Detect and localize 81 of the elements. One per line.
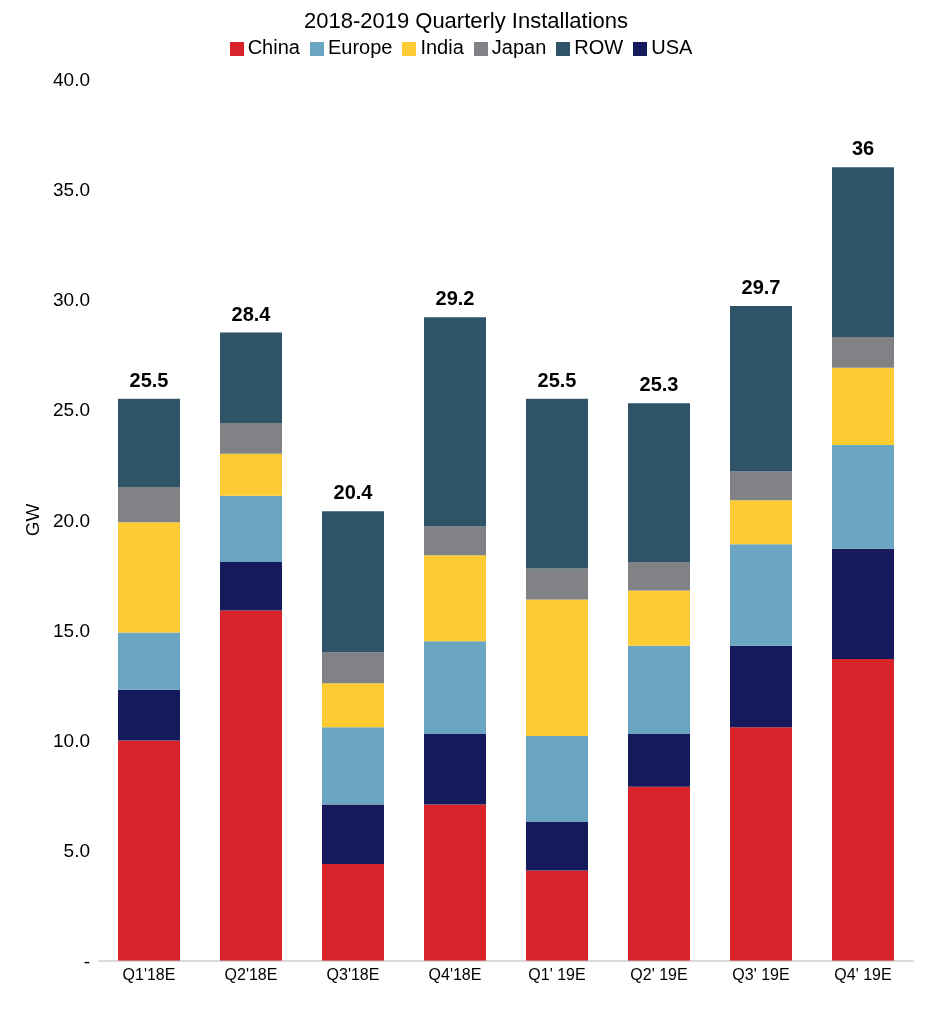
- bar: [832, 336, 894, 368]
- x-tick-label: Q3'18E: [326, 966, 380, 984]
- total-label: 28.4: [231, 302, 272, 325]
- bar: [526, 736, 588, 823]
- x-tick-label: Q4' 19E: [834, 966, 892, 984]
- legend-label: China: [247, 36, 300, 58]
- x-tick-label: Q2' 19E: [630, 966, 688, 984]
- bar: [220, 561, 282, 611]
- x-tick-label: Q4'18E: [428, 966, 482, 984]
- bar: [730, 471, 792, 501]
- bar: [424, 733, 486, 805]
- y-tick-label: 35.0: [53, 178, 90, 200]
- y-tick-label: 15.0: [53, 619, 90, 641]
- y-tick-label: 40.0: [53, 68, 90, 90]
- bar: [322, 683, 384, 728]
- bar: [832, 548, 894, 659]
- bar: [220, 453, 282, 496]
- total-label: 29.2: [435, 287, 475, 310]
- bar: [424, 804, 486, 961]
- bar: [322, 804, 384, 864]
- total-label: 20.4: [333, 481, 374, 504]
- bar: [526, 822, 588, 871]
- y-tick-label: 5.0: [63, 840, 90, 862]
- total-label: 36: [851, 137, 875, 160]
- y-axis-title: GW: [21, 503, 43, 537]
- bar: [832, 367, 894, 446]
- bar: [730, 645, 792, 728]
- bar: [118, 740, 180, 961]
- x-tick-label: Q1'18E: [122, 966, 176, 984]
- legend-label: Europe: [327, 36, 393, 58]
- bar: [220, 422, 282, 454]
- bar: [526, 870, 588, 961]
- bar: [322, 511, 384, 653]
- legend-label: India: [420, 36, 464, 58]
- bar: [118, 522, 180, 633]
- legend-label: ROW: [574, 36, 624, 58]
- bar: [118, 398, 180, 487]
- bar: [322, 652, 384, 684]
- bar: [628, 645, 690, 734]
- bar: [628, 403, 690, 562]
- bar: [526, 398, 588, 569]
- y-tick-label: -: [83, 950, 90, 972]
- y-tick-label: 10.0: [53, 730, 90, 752]
- bar: [424, 641, 486, 734]
- bar: [832, 658, 894, 961]
- bar: [424, 555, 486, 642]
- x-tick-label: Q2'18E: [224, 966, 278, 984]
- bar: [628, 561, 690, 591]
- x-tick-label: Q1' 19E: [528, 966, 586, 984]
- bar: [424, 317, 486, 527]
- y-tick-label: 30.0: [53, 289, 90, 311]
- chart-title: 2018-2019 Quarterly Installations: [302, 8, 630, 35]
- x-tick-label: Q3' 19E: [732, 966, 790, 984]
- bar: [730, 544, 792, 646]
- total-label: 25.3: [639, 373, 679, 396]
- legend-label: Japan: [491, 36, 547, 58]
- legend-label: USA: [651, 36, 693, 58]
- bar: [424, 526, 486, 556]
- bar: [628, 590, 690, 646]
- total-label: 25.5: [129, 368, 169, 391]
- bar: [322, 727, 384, 805]
- y-tick-label: 25.0: [53, 399, 90, 421]
- y-tick-label: 20.0: [53, 509, 90, 531]
- bar: [118, 486, 180, 523]
- bar: [322, 863, 384, 961]
- total-label: 25.5: [537, 368, 577, 391]
- bar: [730, 727, 792, 961]
- bar: [220, 495, 282, 562]
- bar: [730, 306, 792, 472]
- bar: [730, 500, 792, 545]
- bar: [526, 599, 588, 737]
- bar: [832, 167, 894, 337]
- bar: [118, 689, 180, 741]
- bar: [628, 786, 690, 961]
- bar: [118, 632, 180, 690]
- bar: [526, 568, 588, 600]
- bar: [220, 332, 282, 423]
- bar: [220, 610, 282, 961]
- total-label: 29.7: [741, 276, 781, 299]
- bar: [832, 445, 894, 549]
- bar: [628, 733, 690, 787]
